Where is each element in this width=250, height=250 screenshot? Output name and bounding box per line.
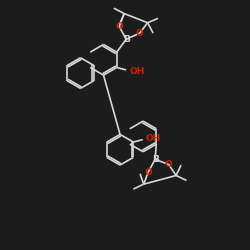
- Text: O: O: [136, 28, 144, 38]
- Text: OH: OH: [129, 67, 144, 76]
- Text: O: O: [115, 22, 123, 31]
- Text: O: O: [165, 160, 172, 169]
- Text: B: B: [152, 155, 158, 164]
- Text: OH: OH: [146, 134, 161, 143]
- Text: B: B: [123, 35, 130, 44]
- Text: O: O: [144, 168, 152, 177]
